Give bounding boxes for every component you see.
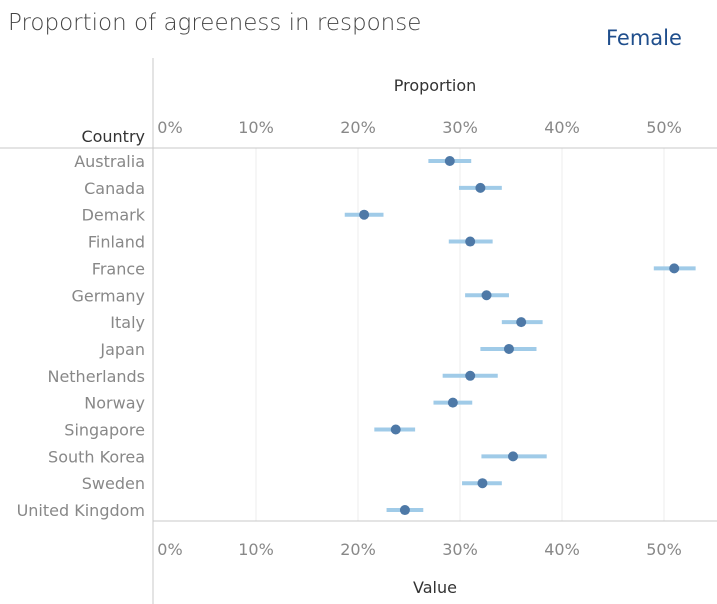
country-label: France (92, 259, 145, 278)
data-point (444, 156, 455, 166)
top-tick-label: 0% (157, 118, 182, 137)
bottom-tick-label: 50% (646, 540, 682, 559)
data-point (477, 478, 488, 489)
data-point (447, 397, 458, 408)
country-label: Canada (84, 179, 145, 198)
bottom-tick-label: 40% (544, 540, 580, 559)
country-label: United Kingdom (17, 501, 145, 520)
y-axis-title: Country (81, 127, 145, 146)
data-point (516, 317, 527, 328)
country-label: Italy (110, 313, 145, 332)
country-label: Germany (71, 286, 145, 305)
country-label: Japan (99, 340, 145, 359)
country-label: Singapore (64, 421, 145, 440)
bottom-tick-label: 10% (238, 540, 274, 559)
country-label: Demark (82, 206, 146, 225)
country-label: Netherlands (47, 367, 145, 386)
data-point (669, 263, 680, 274)
top-tick-label: 40% (544, 118, 580, 137)
top-axis-title: Proportion (394, 76, 477, 95)
data-point (503, 343, 514, 354)
country-label: Australia (74, 152, 145, 171)
country-label: Sweden (82, 474, 145, 493)
top-tick-label: 30% (442, 118, 478, 137)
country-label: Finland (88, 233, 145, 252)
data-point (508, 451, 519, 462)
bottom-tick-label: 0% (157, 540, 182, 559)
data-point (399, 505, 410, 516)
chart-title: Proportion of agreeness in response (8, 10, 422, 36)
country-label: Norway (84, 394, 145, 413)
x-axis-title: Value (413, 578, 457, 597)
data-point (465, 236, 476, 247)
country-label: South Korea (48, 447, 145, 466)
top-tick-label: 20% (340, 118, 376, 137)
chart-subtitle: Female (606, 26, 682, 50)
bottom-tick-label: 30% (442, 540, 478, 559)
bottom-tick-label: 20% (340, 540, 376, 559)
top-tick-label: 50% (646, 118, 682, 137)
data-point (390, 424, 401, 435)
data-point (465, 370, 476, 381)
data-point (475, 182, 486, 193)
data-point (359, 209, 370, 220)
top-tick-label: 10% (238, 118, 274, 137)
data-point (481, 290, 492, 301)
